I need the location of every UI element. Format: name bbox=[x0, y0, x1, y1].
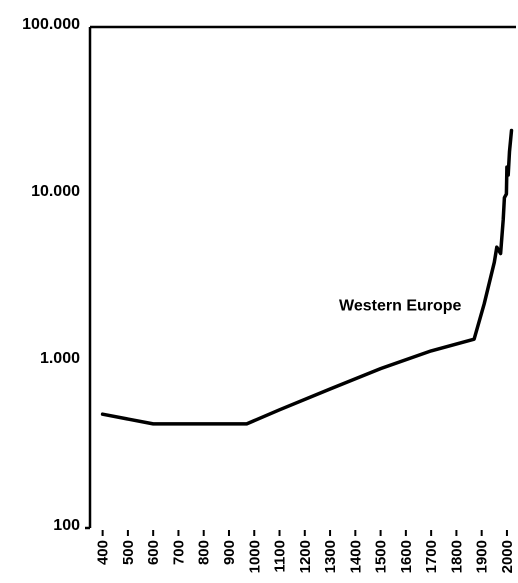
x-tick-label: 600 bbox=[145, 540, 162, 565]
y-axis: 100 1.000 10.000 100.000 bbox=[22, 16, 92, 534]
x-tick-label: 1100 bbox=[272, 540, 289, 573]
x-tick-label: 1000 bbox=[246, 540, 263, 573]
x-tick-label: 500 bbox=[120, 540, 137, 565]
x-tick-label: 1800 bbox=[448, 540, 465, 573]
x-tick-label: 1400 bbox=[347, 540, 364, 573]
x-tick-label: 1900 bbox=[474, 540, 491, 573]
series-annotation: Western Europe bbox=[339, 298, 462, 315]
series-line bbox=[100, 128, 514, 426]
y-tick-label: 1.000 bbox=[40, 350, 80, 367]
x-tick-label: 2000 bbox=[499, 540, 516, 573]
x-tick-label: 400 bbox=[95, 540, 112, 565]
y-tick-label: 10.000 bbox=[31, 183, 80, 200]
x-tick-label: 1700 bbox=[423, 540, 440, 573]
x-axis: 400 500 600 700 800 900 1000 1100 1200 1300 1400 15… bbox=[85, 526, 516, 573]
x-tick-label: 1600 bbox=[398, 540, 415, 573]
y-tick-label: 100.000 bbox=[22, 16, 80, 33]
x-tick-label: 700 bbox=[170, 540, 187, 565]
y-tick-label: 100 bbox=[53, 517, 80, 534]
x-tick-label: 800 bbox=[196, 540, 213, 565]
x-tick-label: 1200 bbox=[297, 540, 314, 573]
x-tick-label: 1500 bbox=[373, 540, 390, 573]
plot-area bbox=[90, 25, 516, 426]
x-tick-label: 900 bbox=[221, 540, 238, 565]
x-tick-label: 1300 bbox=[322, 540, 339, 573]
